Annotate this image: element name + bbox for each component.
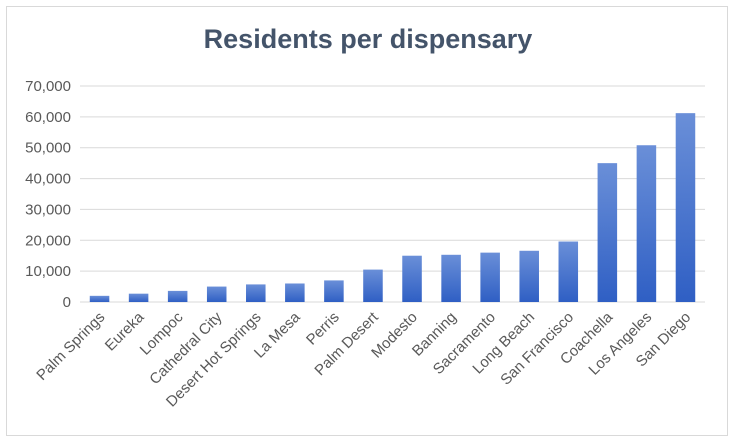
bar [363,269,383,302]
y-tick-label: 60,000 [25,109,71,126]
bar [285,283,305,302]
x-tick-label: Palm Springs [33,309,108,384]
bar [597,163,618,302]
y-tick-label: 40,000 [25,171,71,188]
y-tick-label: 20,000 [25,232,71,249]
bar [402,255,422,302]
bar [89,295,110,302]
y-tick-label: 10,000 [25,263,71,280]
y-tick-label: 30,000 [25,201,71,218]
chart-title: Residents per dispensary [203,24,533,54]
bar [246,284,266,302]
y-tick-label: 50,000 [25,140,71,157]
bar [441,254,461,302]
bar [324,280,344,302]
bar [558,241,579,302]
bar [480,252,500,302]
bar [206,286,227,302]
bars [89,113,696,302]
bar [636,145,657,302]
bar [675,113,696,302]
bar [519,250,539,302]
y-axis-ticks: 0 10,000 20,000 30,000 40,000 50,000 60,000 70,… [25,78,71,311]
y-tick-label: 0 [63,294,71,311]
bar [167,290,188,302]
bar [128,293,149,302]
y-tick-label: 70,000 [25,78,71,95]
